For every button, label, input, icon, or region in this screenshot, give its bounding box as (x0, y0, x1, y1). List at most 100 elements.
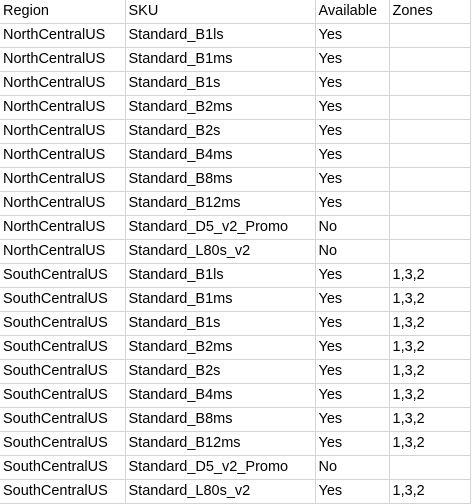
header-cell-sku[interactable]: SKU (125, 0, 316, 24)
table-row: NorthCentralUS Standard_D5_v2_Promo No (0, 215, 471, 240)
available-cell[interactable]: Yes (315, 287, 390, 312)
header-cell-available[interactable]: Available (315, 0, 390, 24)
available-cell[interactable]: Yes (315, 143, 390, 168)
zones-cell[interactable]: 1,3,2 (389, 335, 471, 360)
sku-cell[interactable]: Standard_B1ls (125, 263, 316, 288)
region-cell[interactable]: SouthCentralUS (0, 263, 126, 288)
zones-cell[interactable] (389, 47, 471, 72)
table-row: SouthCentralUS Standard_B8ms Yes 1,3,2 (0, 407, 471, 432)
region-cell[interactable]: NorthCentralUS (0, 239, 126, 264)
table-row: NorthCentralUS Standard_B8ms Yes (0, 167, 471, 192)
zones-cell[interactable] (389, 119, 471, 144)
region-cell[interactable]: NorthCentralUS (0, 71, 126, 96)
available-cell[interactable]: Yes (315, 191, 390, 216)
region-cell[interactable]: SouthCentralUS (0, 287, 126, 312)
table-row: NorthCentralUS Standard_B12ms Yes (0, 191, 471, 216)
available-cell[interactable]: No (315, 239, 390, 264)
sku-cell[interactable]: Standard_L80s_v2 (125, 479, 316, 504)
available-cell[interactable]: Yes (315, 335, 390, 360)
region-cell[interactable]: SouthCentralUS (0, 431, 126, 456)
zones-cell[interactable]: 1,3,2 (389, 383, 471, 408)
sku-cell[interactable]: Standard_B1ms (125, 287, 316, 312)
table-row: SouthCentralUS Standard_B12ms Yes 1,3,2 (0, 431, 471, 456)
sku-cell[interactable]: Standard_B2s (125, 119, 316, 144)
sku-cell[interactable]: Standard_B8ms (125, 407, 316, 432)
table-row: SouthCentralUS Standard_B1ms Yes 1,3,2 (0, 287, 471, 312)
region-cell[interactable]: SouthCentralUS (0, 359, 126, 384)
sku-cell[interactable]: Standard_B8ms (125, 167, 316, 192)
region-cell[interactable]: NorthCentralUS (0, 215, 126, 240)
sku-cell[interactable]: Standard_B1ms (125, 47, 316, 72)
available-cell[interactable]: Yes (315, 47, 390, 72)
sku-cell[interactable]: Standard_B1s (125, 71, 316, 96)
available-cell[interactable]: Yes (315, 383, 390, 408)
table-row: NorthCentralUS Standard_B1ls Yes (0, 23, 471, 48)
available-cell[interactable]: Yes (315, 23, 390, 48)
zones-cell[interactable]: 1,3,2 (389, 431, 471, 456)
sku-cell[interactable]: Standard_B2ms (125, 335, 316, 360)
zones-cell[interactable]: 1,3,2 (389, 359, 471, 384)
available-cell[interactable]: Yes (315, 407, 390, 432)
sku-cell[interactable]: Standard_B12ms (125, 431, 316, 456)
region-cell[interactable]: NorthCentralUS (0, 191, 126, 216)
sku-cell[interactable]: Standard_B1ls (125, 23, 316, 48)
region-cell[interactable]: SouthCentralUS (0, 455, 126, 480)
zones-cell[interactable]: 1,3,2 (389, 311, 471, 336)
sku-cell[interactable]: Standard_B12ms (125, 191, 316, 216)
region-cell[interactable]: NorthCentralUS (0, 95, 126, 120)
zones-cell[interactable] (389, 167, 471, 192)
available-cell[interactable]: Yes (315, 359, 390, 384)
zones-cell[interactable]: 1,3,2 (389, 263, 471, 288)
region-cell[interactable]: SouthCentralUS (0, 335, 126, 360)
table-row: NorthCentralUS Standard_B2s Yes (0, 119, 471, 144)
available-cell[interactable]: Yes (315, 119, 390, 144)
available-cell[interactable]: Yes (315, 311, 390, 336)
available-cell[interactable]: No (315, 215, 390, 240)
region-cell[interactable]: NorthCentralUS (0, 167, 126, 192)
available-cell[interactable]: No (315, 455, 390, 480)
sku-cell[interactable]: Standard_B4ms (125, 143, 316, 168)
zones-cell[interactable]: 1,3,2 (389, 287, 471, 312)
available-cell[interactable]: Yes (315, 479, 390, 504)
zones-cell[interactable] (389, 191, 471, 216)
region-cell[interactable]: NorthCentralUS (0, 47, 126, 72)
sku-cell[interactable]: Standard_B2s (125, 359, 316, 384)
available-cell[interactable]: Yes (315, 167, 390, 192)
sku-cell[interactable]: Standard_D5_v2_Promo (125, 215, 316, 240)
table-row: NorthCentralUS Standard_B1s Yes (0, 71, 471, 96)
sku-cell[interactable]: Standard_B1s (125, 311, 316, 336)
zones-cell[interactable] (389, 23, 471, 48)
sku-cell[interactable]: Standard_B4ms (125, 383, 316, 408)
zones-cell[interactable] (389, 239, 471, 264)
region-cell[interactable]: NorthCentralUS (0, 119, 126, 144)
zones-cell[interactable] (389, 143, 471, 168)
header-cell-zones[interactable]: Zones (389, 0, 471, 24)
table-row: NorthCentralUS Standard_L80s_v2 No (0, 239, 471, 264)
zones-cell[interactable] (389, 215, 471, 240)
table-row: NorthCentralUS Standard_B4ms Yes (0, 143, 471, 168)
sku-cell[interactable]: Standard_D5_v2_Promo (125, 455, 316, 480)
zones-cell[interactable]: 1,3,2 (389, 407, 471, 432)
region-cell[interactable]: SouthCentralUS (0, 383, 126, 408)
zones-cell[interactable]: 1,3,2 (389, 479, 471, 504)
region-cell[interactable]: NorthCentralUS (0, 23, 126, 48)
table-row: SouthCentralUS Standard_B1s Yes 1,3,2 (0, 311, 471, 336)
header-cell-region[interactable]: Region (0, 0, 126, 24)
available-cell[interactable]: Yes (315, 431, 390, 456)
available-cell[interactable]: Yes (315, 263, 390, 288)
sku-cell[interactable]: Standard_L80s_v2 (125, 239, 316, 264)
available-cell[interactable]: Yes (315, 71, 390, 96)
zones-cell[interactable] (389, 71, 471, 96)
available-cell[interactable]: Yes (315, 95, 390, 120)
sku-cell[interactable]: Standard_B2ms (125, 95, 316, 120)
zones-cell[interactable] (389, 455, 471, 480)
region-cell[interactable]: SouthCentralUS (0, 311, 126, 336)
table-row: NorthCentralUS Standard_B1ms Yes (0, 47, 471, 72)
table-row: SouthCentralUS Standard_B1ls Yes 1,3,2 (0, 263, 471, 288)
zones-cell[interactable] (389, 95, 471, 120)
region-cell[interactable]: SouthCentralUS (0, 479, 126, 504)
region-cell[interactable]: NorthCentralUS (0, 143, 126, 168)
region-cell[interactable]: SouthCentralUS (0, 407, 126, 432)
